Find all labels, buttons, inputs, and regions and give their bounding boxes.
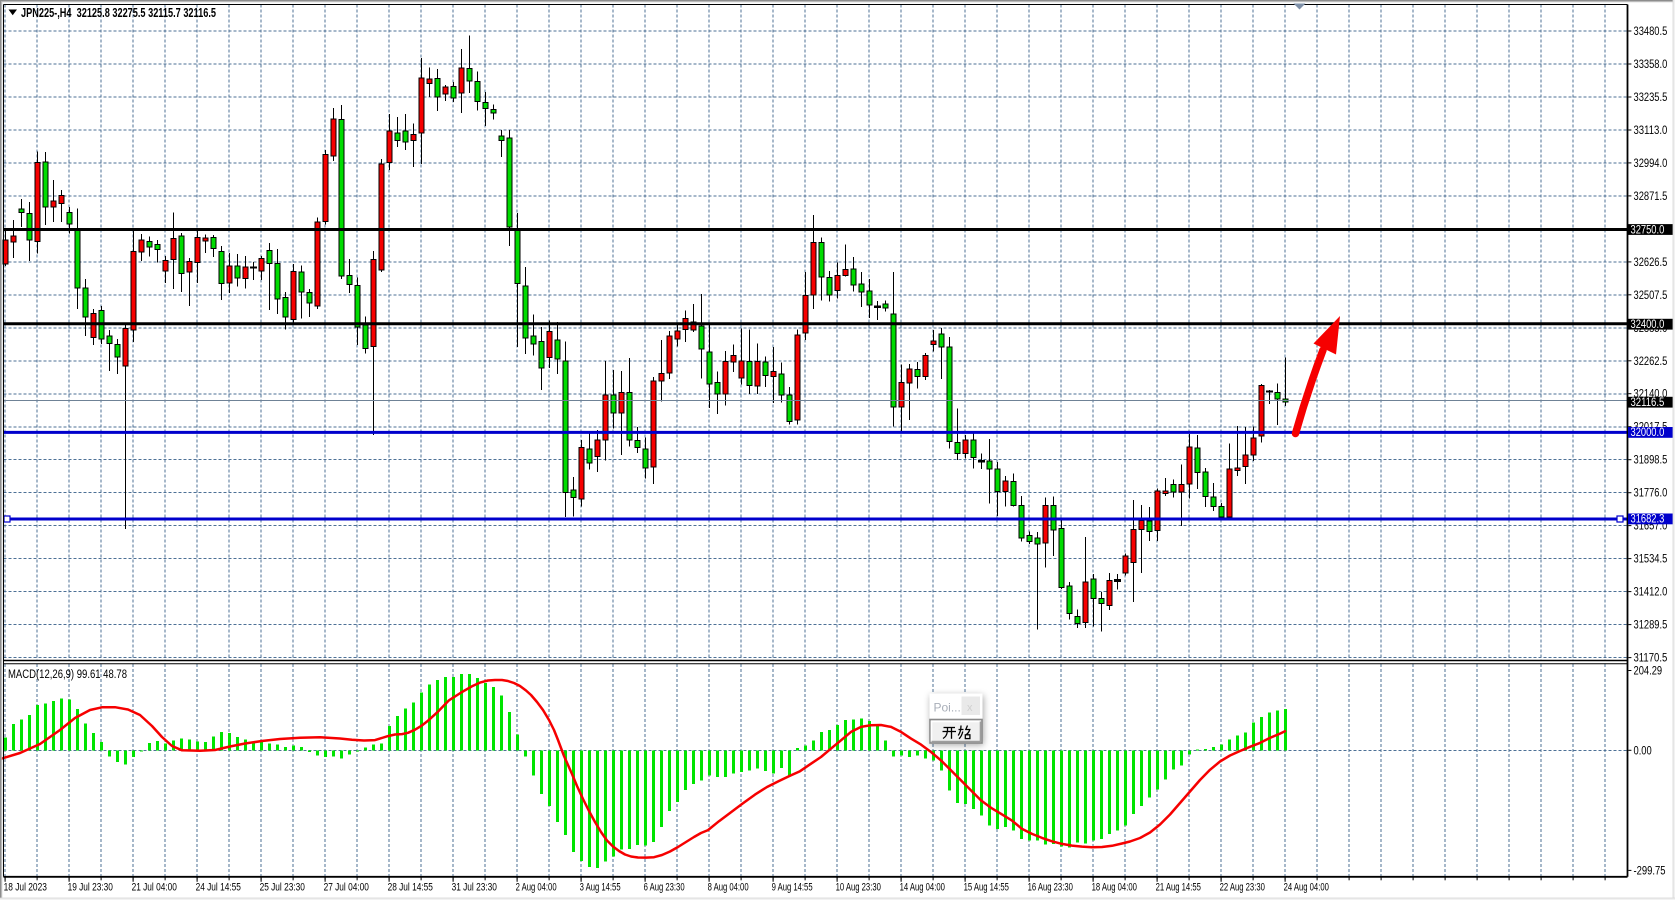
svg-text:MACD(12,26,9) 99.61 48.78: MACD(12,26,9) 99.61 48.78: [8, 669, 127, 681]
svg-text:18 Jul 2023: 18 Jul 2023: [4, 882, 47, 894]
svg-text:2 Aug 04:00: 2 Aug 04:00: [516, 882, 557, 894]
svg-text:21 Jul 04:00: 21 Jul 04:00: [132, 882, 177, 894]
svg-text:32400.0: 32400.0: [1631, 319, 1665, 331]
svg-text:33358.0: 33358.0: [1634, 59, 1668, 71]
svg-text:Poi...: Poi...: [934, 701, 961, 715]
svg-text:6 Aug 23:30: 6 Aug 23:30: [644, 882, 685, 894]
svg-text:31412.0: 31412.0: [1634, 587, 1668, 599]
svg-text:x: x: [967, 702, 973, 714]
svg-text:8 Aug 04:00: 8 Aug 04:00: [708, 882, 749, 894]
svg-text:15 Aug 14:55: 15 Aug 14:55: [964, 882, 1009, 894]
svg-text:31289.5: 31289.5: [1634, 620, 1668, 632]
svg-text:28 Jul 14:55: 28 Jul 14:55: [388, 882, 433, 894]
svg-text:21 Aug 14:55: 21 Aug 14:55: [1156, 882, 1201, 894]
svg-text:27 Jul 04:00: 27 Jul 04:00: [324, 882, 369, 894]
svg-text:32750.0: 32750.0: [1631, 224, 1665, 236]
svg-text:0.00: 0.00: [1634, 745, 1652, 757]
svg-text:33480.5: 33480.5: [1634, 26, 1668, 38]
svg-text:JPN225-,H4 32125.8 32275.5 32: JPN225-,H4 32125.8 32275.5 32115.7 32116…: [21, 6, 216, 20]
svg-text:32871.5: 32871.5: [1634, 191, 1668, 203]
svg-text:31898.5: 31898.5: [1634, 455, 1668, 467]
svg-text:22 Aug 23:30: 22 Aug 23:30: [1220, 882, 1265, 894]
svg-text:33113.0: 33113.0: [1634, 125, 1668, 137]
svg-text:32626.5: 32626.5: [1634, 257, 1668, 269]
svg-text:16 Aug 23:30: 16 Aug 23:30: [1028, 882, 1073, 894]
svg-text:14 Aug 04:00: 14 Aug 04:00: [900, 882, 945, 894]
svg-text:31170.5: 31170.5: [1634, 653, 1668, 665]
svg-text:-299.75: -299.75: [1634, 865, 1666, 877]
svg-text:31682.3: 31682.3: [1631, 514, 1665, 526]
svg-text:32262.5: 32262.5: [1634, 356, 1668, 368]
svg-text:204.29: 204.29: [1634, 666, 1663, 678]
svg-text:9 Aug 14:55: 9 Aug 14:55: [772, 882, 813, 894]
svg-text:25 Jul 23:30: 25 Jul 23:30: [260, 882, 305, 894]
svg-text:3 Aug 14:55: 3 Aug 14:55: [580, 882, 621, 894]
svg-text:31776.0: 31776.0: [1634, 488, 1668, 500]
svg-text:18 Aug 04:00: 18 Aug 04:00: [1092, 882, 1137, 894]
svg-text:33235.5: 33235.5: [1634, 92, 1668, 104]
svg-text:32000.0: 32000.0: [1631, 427, 1665, 439]
svg-text:32116.5: 32116.5: [1631, 397, 1665, 409]
svg-text:24 Jul 14:55: 24 Jul 14:55: [196, 882, 241, 894]
svg-text:32994.0: 32994.0: [1634, 158, 1668, 170]
svg-text:31 Jul 23:30: 31 Jul 23:30: [452, 882, 497, 894]
svg-text:19 Jul 23:30: 19 Jul 23:30: [68, 882, 113, 894]
svg-text:32507.5: 32507.5: [1634, 290, 1668, 302]
svg-text:10 Aug 23:30: 10 Aug 23:30: [836, 882, 881, 894]
svg-text:31534.5: 31534.5: [1634, 554, 1668, 566]
svg-text:24 Aug 04:00: 24 Aug 04:00: [1284, 882, 1329, 894]
